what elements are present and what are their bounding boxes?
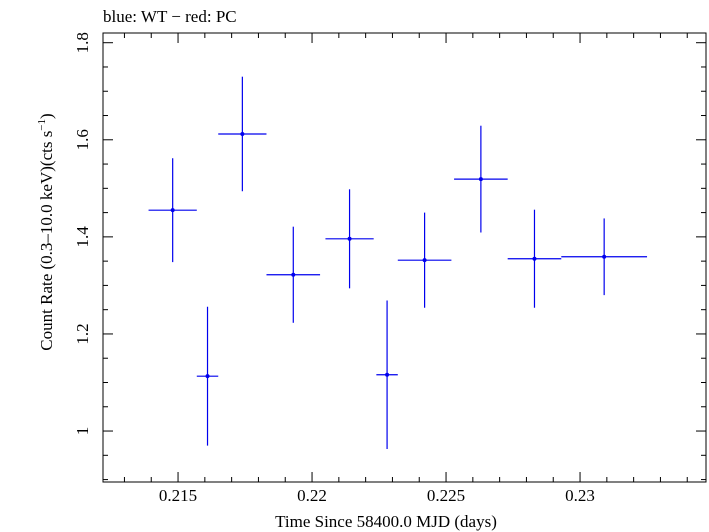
y-axis-label-close: )	[37, 113, 56, 119]
data-marker	[602, 254, 607, 259]
data-marker	[385, 372, 390, 377]
y-tick-label: 1.4	[73, 226, 92, 248]
x-tick-label: 0.225	[427, 486, 465, 505]
data-points	[148, 76, 648, 449]
y-axis-label-superscript: −1	[36, 119, 48, 131]
data-marker	[240, 131, 245, 136]
data-point	[266, 226, 321, 323]
x-tick-label: 0.23	[565, 486, 595, 505]
data-marker	[170, 208, 175, 213]
y-axis-label: Count Rate (0.3–10.0 keV)(cts s−1)	[36, 113, 56, 350]
data-point	[196, 306, 219, 446]
data-marker	[532, 256, 537, 261]
data-marker	[347, 236, 352, 241]
x-axis-ticks: 0.215 0.22 0.225 0.23	[123, 33, 688, 505]
plot-frame	[102, 32, 707, 483]
chart-title: blue: WT − red: PC	[103, 7, 237, 26]
y-tick-label: 1.2	[73, 323, 92, 344]
data-point	[454, 125, 508, 233]
y-axis-label-main: Count Rate (0.3–10.0 keV)(cts s	[37, 131, 56, 351]
data-point	[507, 209, 562, 308]
data-point	[218, 76, 267, 192]
y-tick-label: 1.8	[73, 32, 92, 53]
data-point	[397, 212, 452, 308]
y-axis-ticks: 1 1.2 1.4 1.6 1.8	[73, 32, 706, 481]
data-point	[376, 300, 398, 449]
x-tick-label: 0.22	[297, 486, 327, 505]
data-point	[561, 218, 648, 296]
data-marker	[291, 272, 296, 277]
data-marker	[478, 177, 483, 182]
data-point	[325, 189, 374, 289]
y-tick-label: 1	[73, 427, 92, 436]
data-point	[148, 158, 197, 263]
x-tick-label: 0.215	[159, 486, 197, 505]
x-axis-label: Time Since 58400.0 MJD (days)	[275, 512, 497, 531]
data-marker	[422, 258, 427, 263]
y-tick-label: 1.6	[73, 129, 92, 150]
data-marker	[205, 374, 210, 379]
